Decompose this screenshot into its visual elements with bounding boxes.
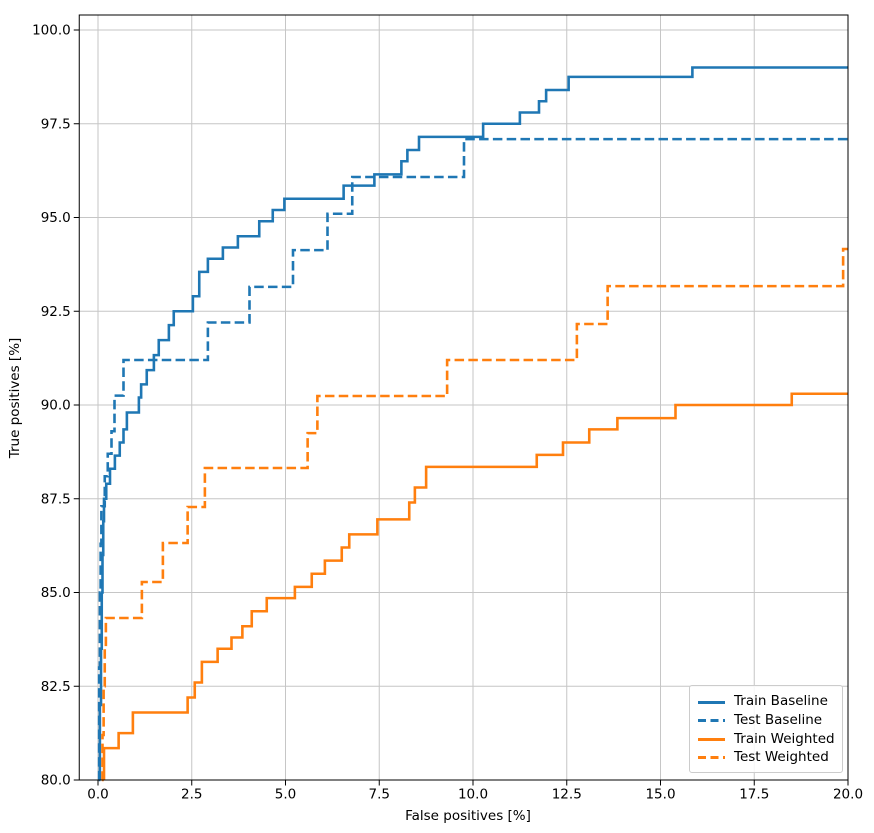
y-tick-label: 87.5	[41, 491, 71, 507]
legend-item-train-baseline: Train Baseline	[698, 693, 834, 711]
legend: Train Baseline Test Baseline Train Weighte…	[689, 685, 843, 773]
x-tick-label: 10.0	[458, 787, 488, 803]
y-tick-label: 92.5	[41, 304, 71, 320]
legend-item-test-weighted: Test Weighted	[698, 749, 834, 767]
y-tick-label: 90.0	[41, 398, 71, 414]
legend-dashed-line-sample	[698, 756, 725, 760]
series-path-train-baseline	[98, 66, 848, 780]
x-axis-label: False positives [%]	[405, 808, 531, 824]
x-tick-label: 5.0	[275, 787, 296, 803]
legend-item-label: Test Baseline	[734, 711, 823, 728]
series-path-test-weighted	[101, 247, 848, 782]
legend-item-label: Test Weighted	[734, 749, 829, 766]
x-tick-label: 17.5	[739, 787, 769, 803]
legend-item-label: Train Baseline	[734, 693, 828, 710]
x-tick-label: 15.0	[645, 787, 675, 803]
legend-solid-line-sample	[698, 700, 725, 704]
legend-solid-line-sample	[698, 737, 725, 741]
x-tick-label: 20.0	[833, 787, 863, 803]
y-tick-label: 97.5	[41, 116, 71, 132]
plot-spines	[78, 14, 849, 781]
y-tick-label: 82.5	[41, 679, 71, 695]
y-axis-label: True positives [%]	[7, 337, 23, 459]
y-tick-label: 85.0	[41, 585, 71, 601]
x-tick-label: 12.5	[552, 787, 582, 803]
y-tick-label: 100.0	[32, 23, 71, 39]
legend-dashed-line-sample	[698, 719, 725, 723]
x-tick-label: 0.0	[87, 787, 108, 803]
y-tick-label: 95.0	[41, 210, 71, 226]
y-tick-label: 80.0	[41, 773, 71, 789]
series-path-train-weighted	[102, 392, 848, 780]
series-path-test-baseline	[97, 137, 848, 782]
x-tick-label: 2.5	[181, 787, 202, 803]
legend-item-label: Train Weighted	[734, 730, 835, 747]
legend-item-test-baseline: Test Baseline	[698, 712, 834, 730]
x-tick-label: 7.5	[369, 787, 390, 803]
legend-item-train-weighted: Train Weighted	[698, 730, 835, 748]
